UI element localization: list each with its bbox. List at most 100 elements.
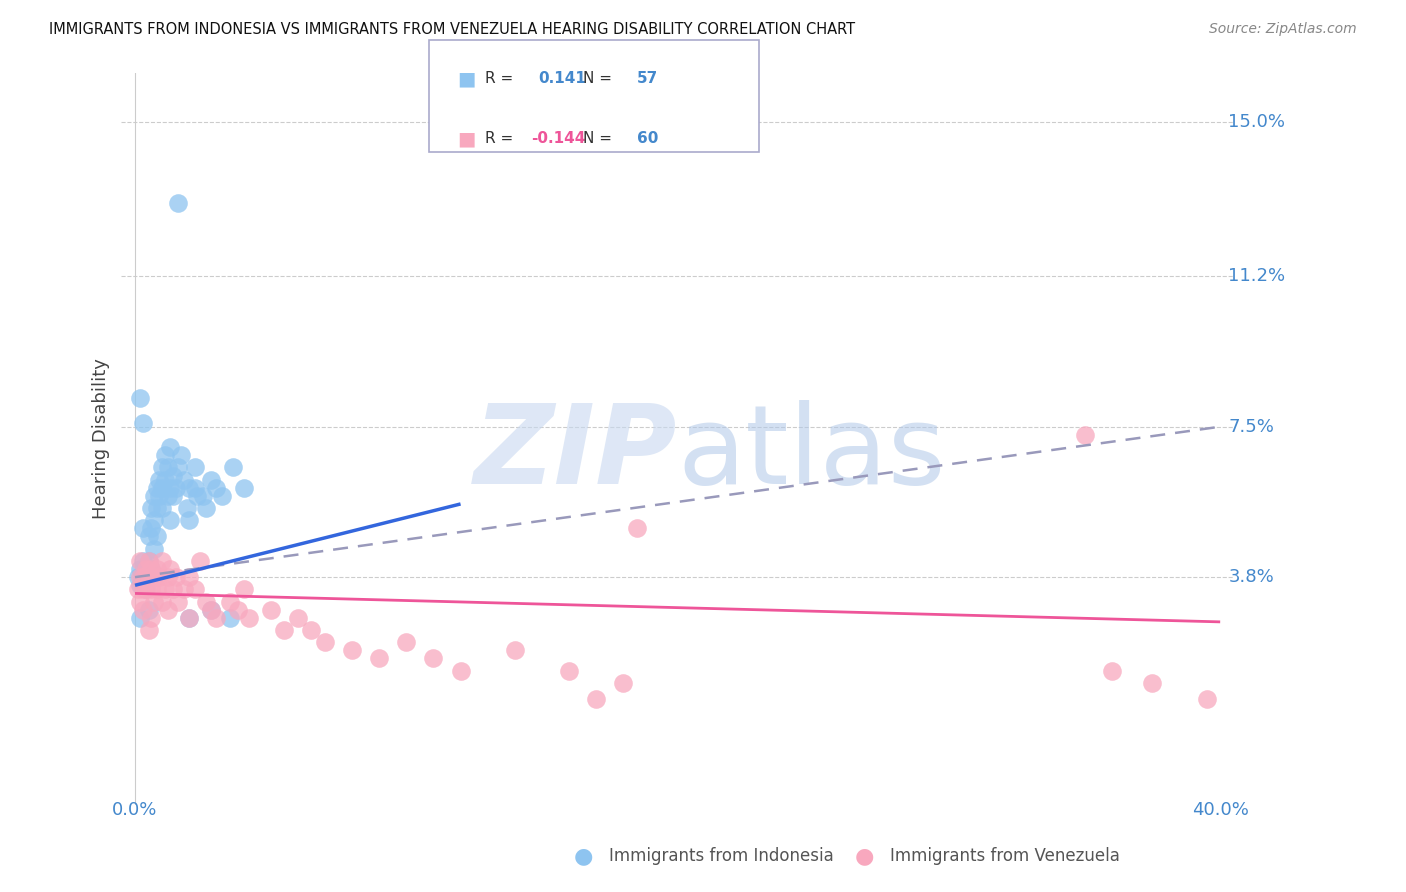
Point [167, 196, 190, 211]
Text: ●: ● [574, 847, 593, 866]
Point [1073, 427, 1095, 442]
Point [503, 643, 526, 657]
Point [135, 582, 157, 597]
Point [173, 473, 195, 487]
Point [585, 692, 607, 706]
Point [156, 460, 179, 475]
Point [138, 623, 160, 637]
Text: R =: R = [485, 71, 513, 87]
Point [132, 521, 155, 535]
Point [148, 489, 170, 503]
Text: Immigrants from Venezuela: Immigrants from Venezuela [890, 847, 1119, 865]
Point [162, 468, 184, 483]
Point [165, 481, 187, 495]
Point [145, 562, 167, 576]
Point [141, 611, 163, 625]
Point [141, 562, 163, 576]
Point [153, 448, 176, 462]
Point [167, 460, 190, 475]
Point [179, 570, 201, 584]
Text: -0.144: -0.144 [531, 131, 586, 146]
Point [179, 611, 201, 625]
Point [221, 460, 243, 475]
Point [159, 481, 181, 495]
Point [129, 391, 152, 405]
Text: 57: 57 [637, 71, 658, 87]
Point [167, 594, 190, 608]
Point [299, 623, 322, 637]
Point [129, 562, 152, 576]
Point [165, 570, 187, 584]
Text: 60: 60 [637, 131, 658, 146]
Point [145, 501, 167, 516]
Point [138, 602, 160, 616]
Point [138, 570, 160, 584]
Point [226, 602, 249, 616]
Point [143, 513, 166, 527]
Point [141, 562, 163, 576]
Point [150, 554, 173, 568]
Point [314, 635, 336, 649]
Point [1142, 676, 1164, 690]
Point [135, 562, 157, 576]
Point [200, 602, 222, 616]
Point [422, 651, 444, 665]
Point [132, 602, 155, 616]
Point [159, 562, 181, 576]
Point [219, 611, 242, 625]
Point [148, 570, 170, 584]
Point [612, 676, 634, 690]
Text: atlas: atlas [678, 400, 946, 507]
Point [273, 623, 295, 637]
Point [156, 489, 179, 503]
Point [153, 582, 176, 597]
Point [194, 594, 217, 608]
Point [626, 521, 648, 535]
Point [141, 521, 163, 535]
Point [232, 481, 254, 495]
Point [129, 578, 152, 592]
Point [1101, 664, 1123, 678]
Point [127, 582, 149, 597]
Point [194, 501, 217, 516]
Point [129, 570, 152, 584]
Point [141, 501, 163, 516]
Point [153, 473, 176, 487]
Point [129, 611, 152, 625]
Text: ■: ■ [457, 70, 475, 88]
Point [183, 582, 205, 597]
Text: 0.141: 0.141 [538, 71, 586, 87]
Point [340, 643, 363, 657]
Point [138, 554, 160, 568]
Point [138, 554, 160, 568]
Point [173, 582, 195, 597]
Point [186, 489, 208, 503]
Point [162, 489, 184, 503]
Point [145, 582, 167, 597]
Point [183, 460, 205, 475]
Point [127, 570, 149, 584]
Point [156, 570, 179, 584]
Point [287, 611, 309, 625]
Point [395, 635, 418, 649]
Point [156, 602, 179, 616]
Point [143, 489, 166, 503]
Point [132, 582, 155, 597]
Point [143, 594, 166, 608]
Point [1195, 692, 1218, 706]
Point [219, 594, 242, 608]
Text: 0.0%: 0.0% [112, 801, 157, 819]
Point [143, 570, 166, 584]
Point [129, 554, 152, 568]
Point [179, 611, 201, 625]
Point [232, 582, 254, 597]
Text: ZIP: ZIP [474, 400, 678, 507]
Point [132, 570, 155, 584]
Point [141, 582, 163, 597]
Point [162, 582, 184, 597]
Point [170, 448, 193, 462]
Point [179, 513, 201, 527]
Point [450, 664, 472, 678]
Text: Immigrants from Indonesia: Immigrants from Indonesia [609, 847, 834, 865]
Point [150, 594, 173, 608]
